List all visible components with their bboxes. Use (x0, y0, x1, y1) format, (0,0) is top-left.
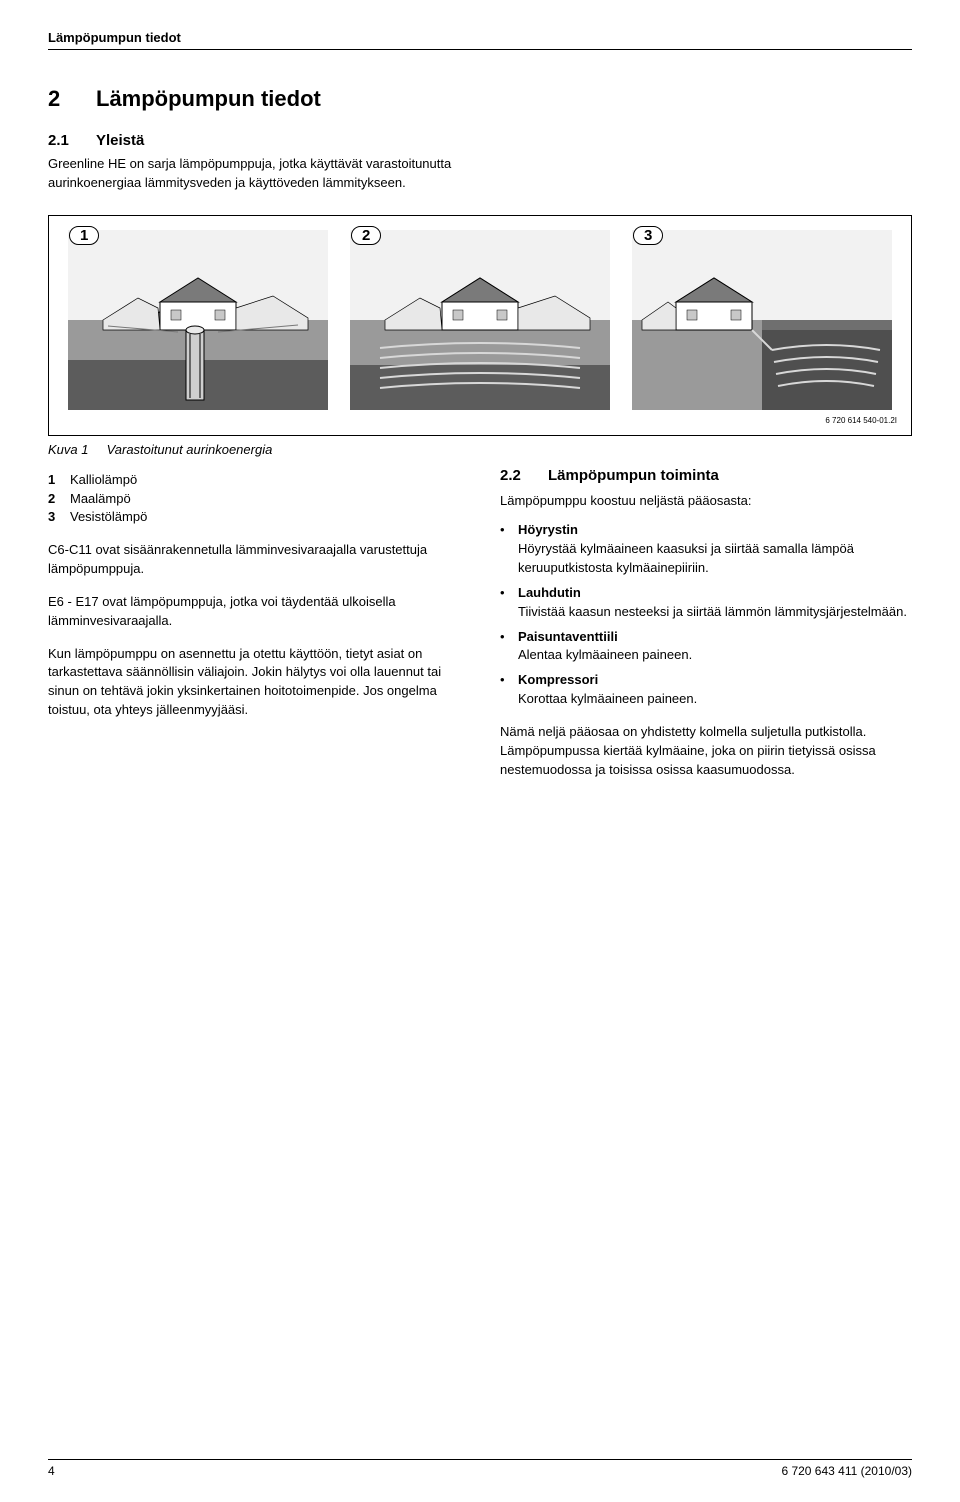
page-header-title: Lämpöpumpun tiedot (48, 30, 912, 50)
doc-reference: 6 720 643 411 (2010/03) (781, 1464, 912, 1478)
legend-item: 3 Vesistölämpö (48, 508, 460, 527)
legend-number: 1 (48, 471, 70, 490)
bullet-item: • Lauhdutin Tiivistää kaasun nesteeksi j… (500, 584, 912, 622)
paragraph: Kun lämpöpumppu on asennettu ja otettu k… (48, 645, 460, 720)
figure-panel-label: 1 (69, 226, 99, 245)
legend-number: 3 (48, 508, 70, 527)
section-title: Lämpöpumpun toiminta (548, 465, 719, 487)
chapter-heading: 2 Lämpöpumpun tiedot (48, 86, 912, 112)
section-2-2-heading: 2.2 Lämpöpumpun toiminta (500, 465, 912, 487)
section-2-2-intro: Lämpöpumppu koostuu neljästä pääosasta: (500, 492, 912, 511)
legend-item: 2 Maalämpö (48, 490, 460, 509)
figure-caption-prefix: Kuva 1 (48, 442, 88, 457)
bullet-title: Paisuntaventtiili (518, 628, 912, 647)
figure-1: 1 (48, 215, 912, 436)
closing-paragraph: Nämä neljä pääosaa on yhdistetty kolmell… (500, 723, 912, 780)
borehole-illustration (63, 230, 333, 410)
bullet-body: Tiivistää kaasun nesteeksi ja siirtää lä… (518, 603, 912, 622)
figure-legend: 1 Kalliolämpö 2 Maalämpö 3 Vesistölämpö (48, 471, 460, 528)
figure-panel-1: 1 (63, 230, 333, 410)
section-title: Yleistä (96, 132, 144, 149)
section-2-1-heading: 2.1 Yleistä (48, 132, 912, 149)
section-2-1-intro: Greenline HE on sarja lämpöpumppuja, jot… (48, 155, 458, 193)
section-number: 2.1 (48, 132, 96, 149)
water-loop-illustration (627, 230, 897, 410)
paragraph: E6 - E17 ovat lämpöpumppuja, jotka voi t… (48, 593, 460, 631)
legend-text: Vesistölämpö (70, 508, 147, 527)
figure-reference-code: 6 720 614 540-01.2I (63, 416, 897, 425)
bullet-item: • Höyrystin Höyrystää kylmäaineen kaasuk… (500, 521, 912, 578)
paragraph: C6-C11 ovat sisäänrakennetulla lämminves… (48, 541, 460, 579)
bullet-body: Alentaa kylmäaineen paineen. (518, 646, 912, 665)
chapter-title: Lämpöpumpun tiedot (96, 86, 321, 112)
bullet-title: Höyrystin (518, 521, 912, 540)
bullet-item: • Paisuntaventtiili Alentaa kylmäaineen … (500, 628, 912, 666)
bullet-title: Kompressori (518, 671, 912, 690)
page-number: 4 (48, 1464, 55, 1478)
section-number: 2.2 (500, 465, 548, 487)
figure-panel-2: 2 (345, 230, 615, 410)
bullet-item: • Kompressori Korottaa kylmäaineen paine… (500, 671, 912, 709)
figure-caption: Kuva 1 Varastoitunut aurinkoenergia (48, 442, 912, 457)
ground-loop-illustration (345, 230, 615, 410)
left-column: 1 Kalliolämpö 2 Maalämpö 3 Vesistölämpö … (48, 465, 460, 780)
chapter-number: 2 (48, 86, 96, 112)
figure-caption-text: Varastoitunut aurinkoenergia (107, 442, 273, 457)
bullet-list: • Höyrystin Höyrystää kylmäaineen kaasuk… (500, 521, 912, 709)
bullet-marker: • (500, 521, 518, 578)
bullet-marker: • (500, 671, 518, 709)
bullet-title: Lauhdutin (518, 584, 912, 603)
bullet-marker: • (500, 584, 518, 622)
bullet-body: Korottaa kylmäaineen paineen. (518, 690, 912, 709)
bullet-body: Höyrystää kylmäaineen kaasuksi ja siirtä… (518, 540, 912, 578)
figure-panel-label: 2 (351, 226, 381, 245)
figure-panel-3: 3 (627, 230, 897, 410)
right-column: 2.2 Lämpöpumpun toiminta Lämpöpumppu koo… (500, 465, 912, 780)
legend-item: 1 Kalliolämpö (48, 471, 460, 490)
page-footer: 4 6 720 643 411 (2010/03) (48, 1459, 912, 1478)
legend-number: 2 (48, 490, 70, 509)
figure-panel-label: 3 (633, 226, 663, 245)
legend-text: Maalämpö (70, 490, 131, 509)
legend-text: Kalliolämpö (70, 471, 137, 490)
bullet-marker: • (500, 628, 518, 666)
